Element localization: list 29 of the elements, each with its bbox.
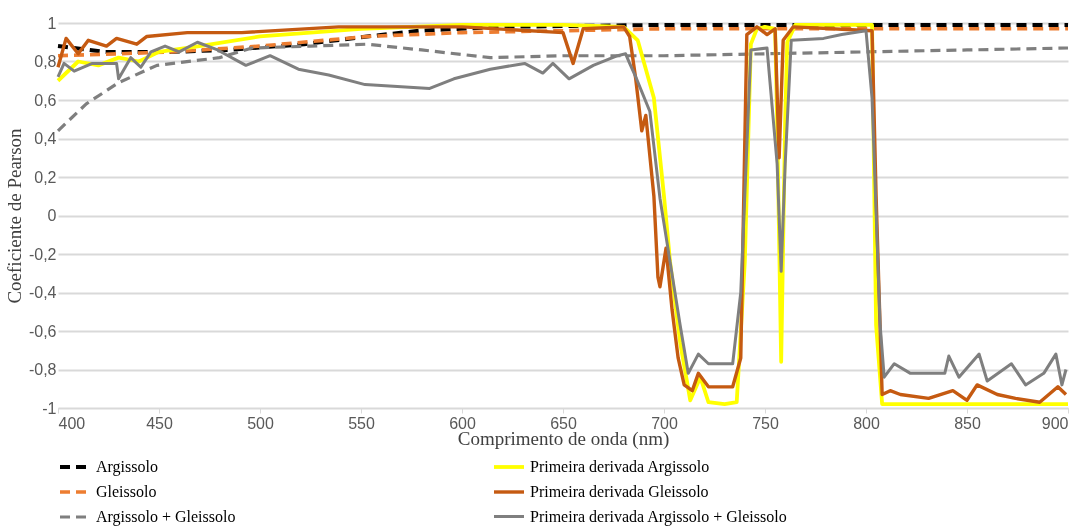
y-tick-label: 0 bbox=[47, 207, 57, 224]
y-tick-label: 0,2 bbox=[34, 168, 57, 186]
x-tick-label: 400 bbox=[58, 414, 86, 432]
legend-label: Argissolo bbox=[96, 458, 158, 476]
y-tick-label: 0,4 bbox=[34, 130, 57, 147]
y-tick-label: 0,6 bbox=[34, 91, 57, 109]
legend-label: Primeira derivada Gleissolo bbox=[530, 483, 709, 500]
y-tick-label: -0,8 bbox=[28, 361, 57, 378]
x-tick-label: 750 bbox=[752, 414, 779, 432]
x-tick-label: 450 bbox=[146, 414, 173, 432]
x-tick-label: 550 bbox=[348, 414, 375, 432]
x-tick-label: 600 bbox=[449, 414, 476, 432]
x-tick-label: 800 bbox=[853, 414, 880, 432]
y-tick-label: 1 bbox=[47, 14, 57, 32]
x-tick-label: 700 bbox=[651, 414, 678, 432]
legend-label: Primeira derivada Argissolo + Gleissolo bbox=[530, 507, 787, 526]
x-tick-label: 500 bbox=[247, 414, 274, 432]
legend-label: Gleissolo bbox=[96, 483, 157, 500]
legend-label: Argissolo + Gleissolo bbox=[96, 508, 236, 526]
y-tick-label: -0,2 bbox=[28, 245, 57, 263]
y-tick-label: -0,4 bbox=[28, 284, 57, 301]
x-tick-label: 900 bbox=[1041, 414, 1069, 432]
y-tick-label: -0,6 bbox=[28, 322, 57, 340]
x-tick-label: 650 bbox=[550, 414, 577, 432]
x-tick-label: 850 bbox=[954, 414, 981, 432]
y-tick-label: -1 bbox=[42, 399, 57, 417]
y-axis-title: Coeficiente de Pearson bbox=[3, 127, 25, 304]
legend-label: Primeira derivada Argissolo bbox=[530, 458, 710, 476]
y-tick-label: 0,8 bbox=[34, 53, 57, 70]
